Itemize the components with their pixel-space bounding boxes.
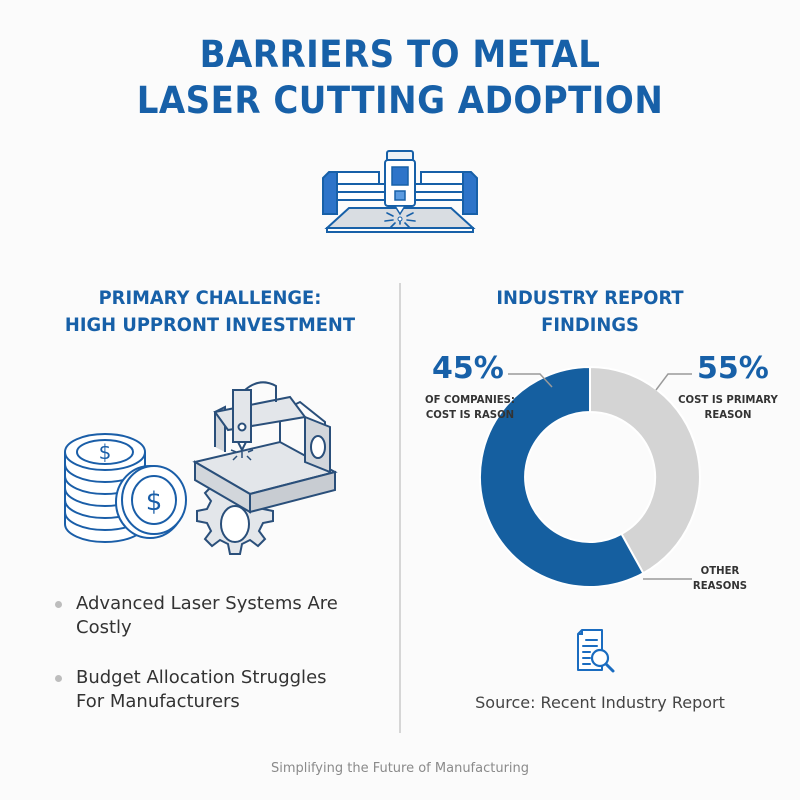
primary-challenge-heading: PRIMARY CHALLENGE: HIGH UPPRONT INVESTME… [31, 285, 388, 339]
footer-tagline: Simplifying the Future of Manufacturing [270, 761, 530, 776]
svg-text:$: $ [146, 487, 163, 517]
label-line: REASON [704, 408, 752, 421]
dollar-coin-icon: $ [115, 465, 187, 539]
label-line: OF COMPANIES: [425, 393, 515, 406]
bullet-item: Advanced Laser Systems Are Costly [52, 592, 352, 640]
bullet-text-line: For Manufacturers [76, 691, 240, 712]
title-line-2: LASER CUTTING ADOPTION [136, 79, 664, 122]
heading-line-2: FINDINGS [541, 314, 639, 336]
callout-45-percent: 45% [432, 351, 504, 386]
laser-cutting-machine-icon [192, 381, 338, 514]
label-line: COST IS RASON [425, 408, 515, 421]
bullet-dot-icon [55, 601, 62, 608]
title-line-1: BARRIERS TO METAL [199, 33, 601, 76]
donut-chart [478, 365, 701, 588]
page-title: BARRIERS TO METAL LASER CUTTING ADOPTION [32, 32, 768, 124]
label-line: OTHER [700, 564, 740, 577]
heading-line-2: HIGH UPPRONT INVESTMENT [64, 314, 356, 336]
bullet-text-line: Advanced Laser Systems Are [76, 593, 338, 614]
callout-other-reasons: OTHER REASONS [683, 563, 757, 593]
source-citation: Source: Recent Industry Report [475, 693, 725, 712]
heading-line-1: PRIMARY CHALLENGE: [98, 287, 322, 309]
bullet-item: Budget Allocation Struggles For Manufact… [52, 666, 352, 714]
investment-illustration: $ $ [64, 381, 338, 555]
svg-text:$: $ [99, 440, 112, 464]
bullet-text-line: Costly [76, 617, 132, 638]
industry-report-heading: INDUSTRY REPORT FINDINGS [421, 285, 759, 339]
donut-segment-cost [478, 365, 645, 588]
callout-55-percent: 55% [697, 351, 769, 386]
donut-segment-other [589, 365, 701, 575]
heading-line-1: INDUSTRY REPORT [496, 287, 684, 309]
label-line: REASONS [692, 579, 748, 592]
document-search-icon [577, 629, 615, 673]
challenge-bullet-list: Advanced Laser Systems Are Costly Budget… [52, 592, 352, 740]
callout-right-label: COST IS PRIMARY REASON [673, 392, 783, 422]
callout-left-label: OF COMPANIES: COST IS RASON [418, 392, 521, 422]
laser-cutter-icon [322, 150, 478, 233]
vertical-divider [399, 283, 401, 733]
bullet-text-line: Budget Allocation Struggles [76, 667, 327, 688]
label-line: COST IS PRIMARY [678, 393, 778, 406]
bullet-dot-icon [55, 675, 62, 682]
